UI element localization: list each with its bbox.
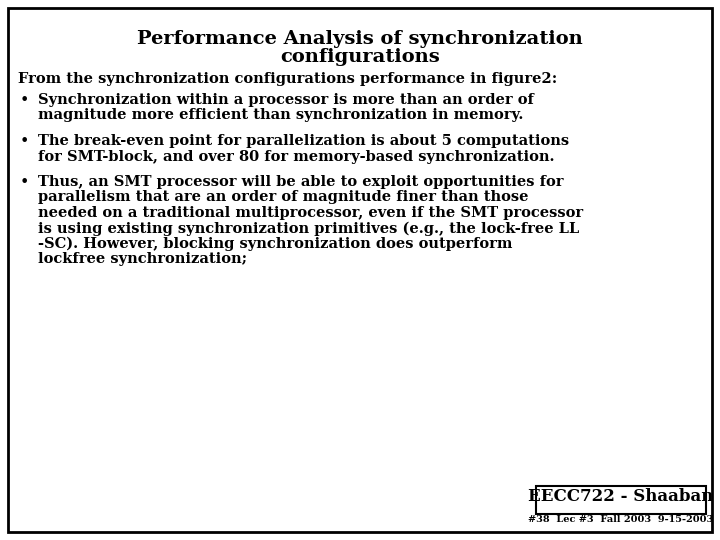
Text: for SMT-block, and over 80 for memory-based synchronization.: for SMT-block, and over 80 for memory-ba… [38, 150, 554, 164]
Text: Thus, an SMT processor will be able to exploit opportunities for: Thus, an SMT processor will be able to e… [38, 175, 564, 189]
Text: •: • [20, 92, 30, 109]
Text: The break-even point for parallelization is about 5 computations: The break-even point for parallelization… [38, 134, 569, 148]
Text: -SC). However, blocking synchronization does outperform: -SC). However, blocking synchronization … [38, 237, 513, 252]
Text: Performance Analysis of synchronization: Performance Analysis of synchronization [137, 30, 583, 48]
Text: •: • [20, 174, 30, 191]
Text: From the synchronization configurations performance in figure2:: From the synchronization configurations … [18, 72, 557, 86]
Text: •: • [20, 133, 30, 150]
Text: is using existing synchronization primitives (e.g., the lock-free LL: is using existing synchronization primit… [38, 221, 580, 236]
Text: lockfree synchronization;: lockfree synchronization; [38, 253, 247, 267]
Text: needed on a traditional multiprocessor, even if the SMT processor: needed on a traditional multiprocessor, … [38, 206, 583, 220]
Text: EECC722 - Shaaban: EECC722 - Shaaban [528, 488, 714, 505]
Text: Synchronization within a processor is more than an order of: Synchronization within a processor is mo… [38, 93, 534, 107]
Bar [536, 486, 706, 514]
Text: #38  Lec #3  Fall 2003  9-15-2003: #38 Lec #3 Fall 2003 9-15-2003 [528, 515, 714, 524]
Text: parallelism that are an order of magnitude finer than those: parallelism that are an order of magnitu… [38, 191, 528, 205]
Text: magnitude more efficient than synchronization in memory.: magnitude more efficient than synchroniz… [38, 109, 523, 123]
Text: configurations: configurations [280, 48, 440, 66]
